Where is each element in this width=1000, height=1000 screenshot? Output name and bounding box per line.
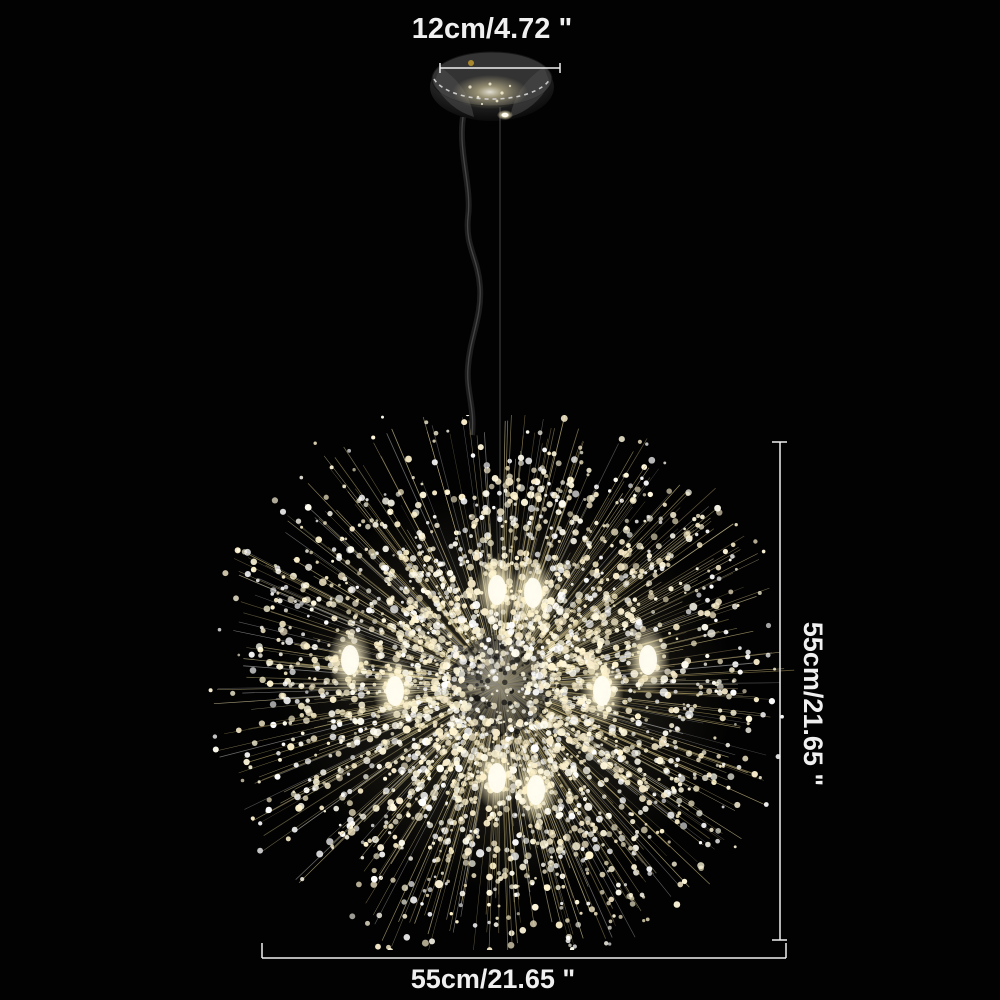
svg-text:55cm/21.65 ": 55cm/21.65 " xyxy=(411,964,575,994)
svg-text:55cm/21.65 ": 55cm/21.65 " xyxy=(798,622,828,786)
svg-text:12cm/4.72 ": 12cm/4.72 " xyxy=(412,13,572,45)
